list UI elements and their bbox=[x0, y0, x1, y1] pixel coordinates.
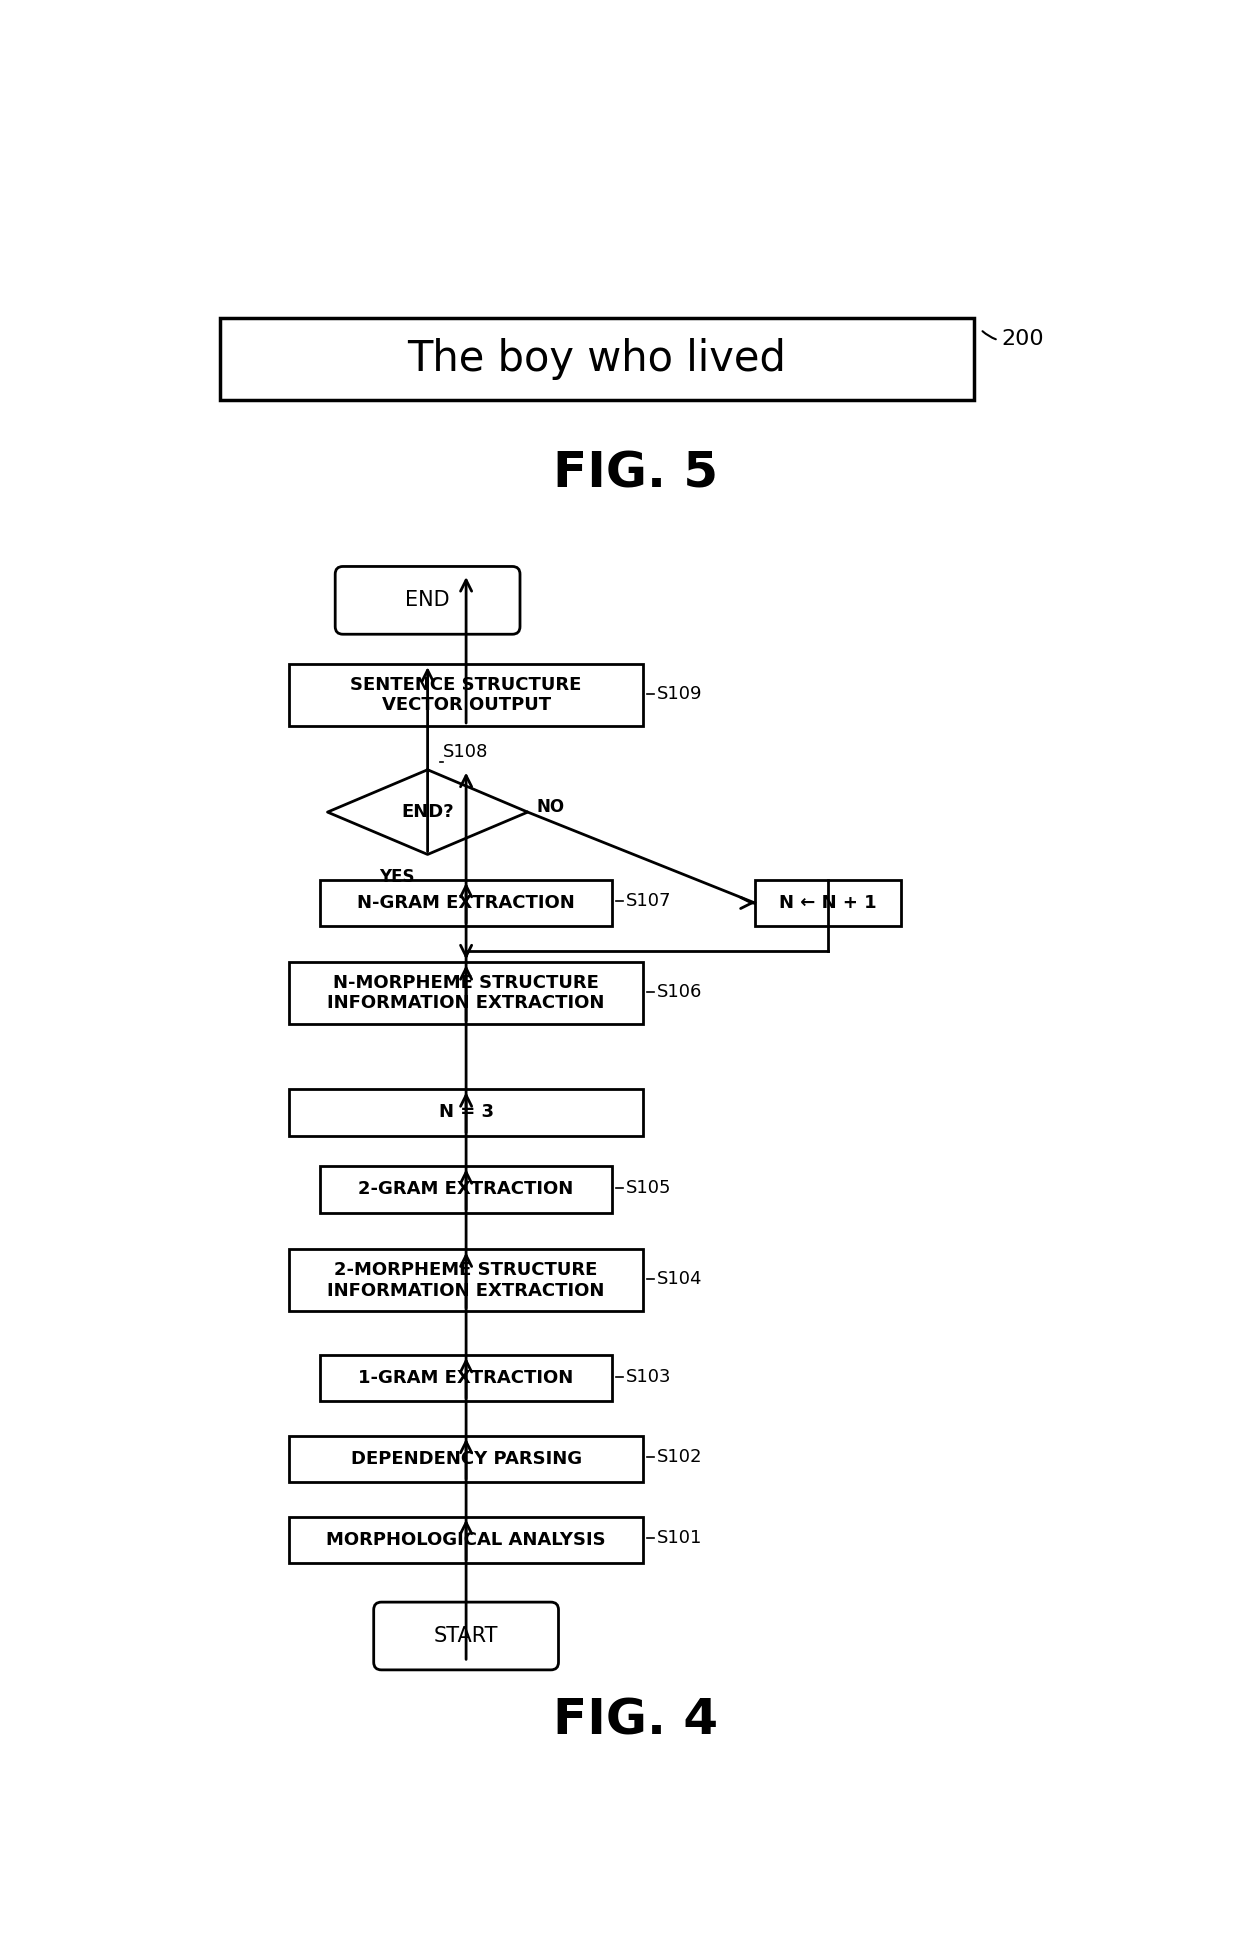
Text: N ← N + 1: N ← N + 1 bbox=[779, 893, 877, 911]
Text: 2-GRAM EXTRACTION: 2-GRAM EXTRACTION bbox=[358, 1181, 574, 1198]
Text: The boy who lived: The boy who lived bbox=[408, 338, 786, 379]
Text: FIG. 4: FIG. 4 bbox=[553, 1697, 718, 1744]
Bar bbox=[289, 1249, 644, 1312]
Text: END: END bbox=[405, 590, 450, 610]
Text: S109: S109 bbox=[657, 684, 703, 702]
Text: MORPHOLOGICAL ANALYSIS: MORPHOLOGICAL ANALYSIS bbox=[326, 1531, 606, 1548]
Bar bbox=[320, 880, 613, 927]
Bar bbox=[320, 1355, 613, 1402]
Bar bbox=[289, 962, 644, 1024]
Bar bbox=[755, 880, 901, 927]
Text: START: START bbox=[434, 1627, 498, 1646]
Text: 2-MORPHEME STRUCTURE
INFORMATION EXTRACTION: 2-MORPHEME STRUCTURE INFORMATION EXTRACT… bbox=[327, 1261, 605, 1300]
Bar bbox=[289, 665, 644, 725]
Text: 1-GRAM EXTRACTION: 1-GRAM EXTRACTION bbox=[358, 1368, 574, 1386]
Text: YES: YES bbox=[379, 868, 414, 886]
Text: S101: S101 bbox=[657, 1529, 702, 1546]
Text: N-GRAM EXTRACTION: N-GRAM EXTRACTION bbox=[357, 893, 575, 911]
Text: 200: 200 bbox=[982, 328, 1044, 350]
Bar bbox=[289, 1517, 644, 1562]
Bar bbox=[289, 1435, 644, 1482]
Text: FIG. 5: FIG. 5 bbox=[553, 450, 718, 497]
Bar bbox=[219, 319, 975, 401]
Polygon shape bbox=[327, 770, 528, 854]
Text: SENTENCE STRUCTURE
VECTOR OUTPUT: SENTENCE STRUCTURE VECTOR OUTPUT bbox=[351, 676, 582, 714]
Text: S106: S106 bbox=[657, 983, 702, 1001]
Text: S104: S104 bbox=[657, 1269, 703, 1288]
Text: S107: S107 bbox=[626, 891, 672, 911]
FancyBboxPatch shape bbox=[335, 567, 520, 633]
Text: NO: NO bbox=[537, 798, 565, 817]
Bar bbox=[289, 1089, 644, 1136]
Text: N-MORPHEME STRUCTURE
INFORMATION EXTRACTION: N-MORPHEME STRUCTURE INFORMATION EXTRACT… bbox=[327, 974, 605, 1013]
FancyBboxPatch shape bbox=[373, 1601, 558, 1670]
Text: S108: S108 bbox=[443, 743, 489, 760]
Bar bbox=[320, 1167, 613, 1212]
Text: N = 3: N = 3 bbox=[439, 1103, 494, 1122]
Text: DEPENDENCY PARSING: DEPENDENCY PARSING bbox=[351, 1451, 582, 1468]
Text: S103: S103 bbox=[626, 1367, 672, 1386]
Text: S102: S102 bbox=[657, 1449, 703, 1466]
Text: S105: S105 bbox=[626, 1179, 672, 1196]
Text: END?: END? bbox=[402, 804, 454, 821]
